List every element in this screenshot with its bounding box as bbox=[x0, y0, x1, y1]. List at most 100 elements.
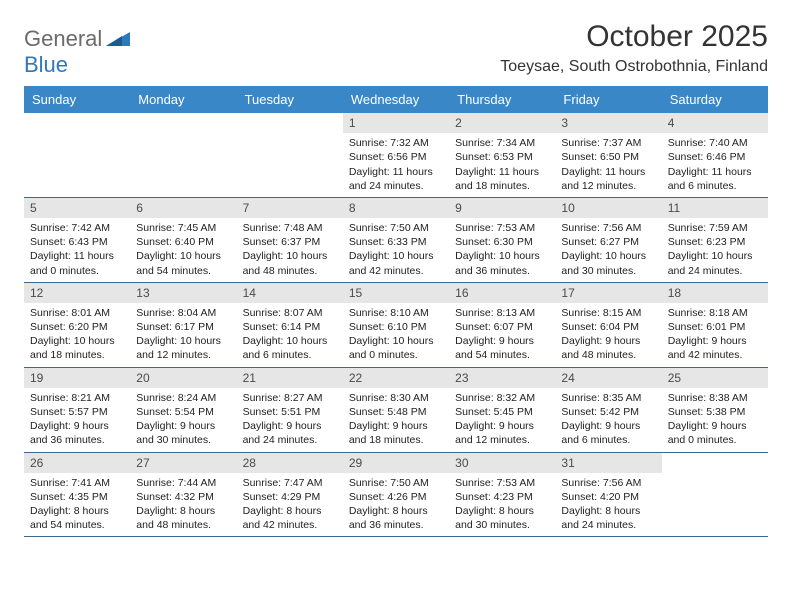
sunrise-text: Sunrise: 8:13 AM bbox=[455, 306, 549, 320]
sunset-text: Sunset: 6:01 PM bbox=[668, 320, 762, 334]
daylight-text: Daylight: 11 hours and 12 minutes. bbox=[561, 165, 655, 193]
day-details: Sunrise: 7:56 AMSunset: 6:27 PMDaylight:… bbox=[555, 218, 661, 282]
day-details: Sunrise: 7:56 AMSunset: 4:20 PMDaylight:… bbox=[555, 473, 661, 537]
sunset-text: Sunset: 5:48 PM bbox=[349, 405, 443, 419]
date-number bbox=[237, 113, 343, 117]
day-cell bbox=[237, 113, 343, 197]
date-number: 17 bbox=[555, 283, 661, 303]
day-details: Sunrise: 8:15 AMSunset: 6:04 PMDaylight:… bbox=[555, 303, 661, 367]
day-cell: 30Sunrise: 7:53 AMSunset: 4:23 PMDayligh… bbox=[449, 453, 555, 537]
brand-part1: General bbox=[24, 26, 102, 52]
date-number: 3 bbox=[555, 113, 661, 133]
day-details: Sunrise: 8:27 AMSunset: 5:51 PMDaylight:… bbox=[237, 388, 343, 452]
day-header: Friday bbox=[555, 86, 661, 113]
day-details: Sunrise: 7:44 AMSunset: 4:32 PMDaylight:… bbox=[130, 473, 236, 537]
calendar: Sunday Monday Tuesday Wednesday Thursday… bbox=[24, 86, 768, 537]
sunset-text: Sunset: 4:26 PM bbox=[349, 490, 443, 504]
day-details: Sunrise: 7:48 AMSunset: 6:37 PMDaylight:… bbox=[237, 218, 343, 282]
sunrise-text: Sunrise: 7:50 AM bbox=[349, 476, 443, 490]
date-number: 18 bbox=[662, 283, 768, 303]
day-header: Wednesday bbox=[343, 86, 449, 113]
sunrise-text: Sunrise: 8:21 AM bbox=[30, 391, 124, 405]
week-row: 26Sunrise: 7:41 AMSunset: 4:35 PMDayligh… bbox=[24, 453, 768, 538]
day-details: Sunrise: 8:32 AMSunset: 5:45 PMDaylight:… bbox=[449, 388, 555, 452]
sunset-text: Sunset: 6:33 PM bbox=[349, 235, 443, 249]
date-number: 14 bbox=[237, 283, 343, 303]
sunrise-text: Sunrise: 7:59 AM bbox=[668, 221, 762, 235]
daylight-text: Daylight: 9 hours and 24 minutes. bbox=[243, 419, 337, 447]
day-header: Sunday bbox=[24, 86, 130, 113]
date-number: 16 bbox=[449, 283, 555, 303]
day-cell: 27Sunrise: 7:44 AMSunset: 4:32 PMDayligh… bbox=[130, 453, 236, 537]
day-details: Sunrise: 8:21 AMSunset: 5:57 PMDaylight:… bbox=[24, 388, 130, 452]
day-details: Sunrise: 8:01 AMSunset: 6:20 PMDaylight:… bbox=[24, 303, 130, 367]
weeks-container: 1Sunrise: 7:32 AMSunset: 6:56 PMDaylight… bbox=[24, 113, 768, 537]
daylight-text: Daylight: 10 hours and 6 minutes. bbox=[243, 334, 337, 362]
day-cell: 20Sunrise: 8:24 AMSunset: 5:54 PMDayligh… bbox=[130, 368, 236, 452]
sunrise-text: Sunrise: 8:38 AM bbox=[668, 391, 762, 405]
daylight-text: Daylight: 11 hours and 18 minutes. bbox=[455, 165, 549, 193]
day-cell bbox=[24, 113, 130, 197]
day-details: Sunrise: 7:53 AMSunset: 6:30 PMDaylight:… bbox=[449, 218, 555, 282]
sunrise-text: Sunrise: 7:56 AM bbox=[561, 221, 655, 235]
sunrise-text: Sunrise: 7:41 AM bbox=[30, 476, 124, 490]
daylight-text: Daylight: 10 hours and 48 minutes. bbox=[243, 249, 337, 277]
daylight-text: Daylight: 8 hours and 48 minutes. bbox=[136, 504, 230, 532]
brand-part2-wrap: Blue bbox=[24, 52, 68, 78]
day-details: Sunrise: 7:34 AMSunset: 6:53 PMDaylight:… bbox=[449, 133, 555, 197]
day-cell bbox=[662, 453, 768, 537]
brand-part2: Blue bbox=[24, 52, 68, 77]
sunset-text: Sunset: 4:20 PM bbox=[561, 490, 655, 504]
day-details: Sunrise: 8:30 AMSunset: 5:48 PMDaylight:… bbox=[343, 388, 449, 452]
date-number: 7 bbox=[237, 198, 343, 218]
day-details: Sunrise: 7:41 AMSunset: 4:35 PMDaylight:… bbox=[24, 473, 130, 537]
day-cell: 18Sunrise: 8:18 AMSunset: 6:01 PMDayligh… bbox=[662, 283, 768, 367]
date-number: 30 bbox=[449, 453, 555, 473]
day-details: Sunrise: 7:37 AMSunset: 6:50 PMDaylight:… bbox=[555, 133, 661, 197]
day-details: Sunrise: 7:42 AMSunset: 6:43 PMDaylight:… bbox=[24, 218, 130, 282]
daylight-text: Daylight: 10 hours and 24 minutes. bbox=[668, 249, 762, 277]
date-number: 28 bbox=[237, 453, 343, 473]
date-number: 21 bbox=[237, 368, 343, 388]
sunset-text: Sunset: 6:14 PM bbox=[243, 320, 337, 334]
sunrise-text: Sunrise: 8:27 AM bbox=[243, 391, 337, 405]
day-details: Sunrise: 8:10 AMSunset: 6:10 PMDaylight:… bbox=[343, 303, 449, 367]
sunset-text: Sunset: 6:50 PM bbox=[561, 150, 655, 164]
day-cell: 26Sunrise: 7:41 AMSunset: 4:35 PMDayligh… bbox=[24, 453, 130, 537]
day-cell: 9Sunrise: 7:53 AMSunset: 6:30 PMDaylight… bbox=[449, 198, 555, 282]
date-number: 2 bbox=[449, 113, 555, 133]
day-details: Sunrise: 8:35 AMSunset: 5:42 PMDaylight:… bbox=[555, 388, 661, 452]
sunrise-text: Sunrise: 7:40 AM bbox=[668, 136, 762, 150]
daylight-text: Daylight: 10 hours and 42 minutes. bbox=[349, 249, 443, 277]
daylight-text: Daylight: 10 hours and 18 minutes. bbox=[30, 334, 124, 362]
date-number: 12 bbox=[24, 283, 130, 303]
date-number: 8 bbox=[343, 198, 449, 218]
day-cell: 21Sunrise: 8:27 AMSunset: 5:51 PMDayligh… bbox=[237, 368, 343, 452]
sunrise-text: Sunrise: 7:47 AM bbox=[243, 476, 337, 490]
week-row: 19Sunrise: 8:21 AMSunset: 5:57 PMDayligh… bbox=[24, 368, 768, 453]
sunrise-text: Sunrise: 8:07 AM bbox=[243, 306, 337, 320]
day-details: Sunrise: 8:07 AMSunset: 6:14 PMDaylight:… bbox=[237, 303, 343, 367]
day-details: Sunrise: 7:53 AMSunset: 4:23 PMDaylight:… bbox=[449, 473, 555, 537]
day-cell: 29Sunrise: 7:50 AMSunset: 4:26 PMDayligh… bbox=[343, 453, 449, 537]
daylight-text: Daylight: 9 hours and 36 minutes. bbox=[30, 419, 124, 447]
date-number: 5 bbox=[24, 198, 130, 218]
daylight-text: Daylight: 8 hours and 54 minutes. bbox=[30, 504, 124, 532]
daylight-text: Daylight: 9 hours and 54 minutes. bbox=[455, 334, 549, 362]
date-number: 27 bbox=[130, 453, 236, 473]
date-number: 25 bbox=[662, 368, 768, 388]
daylight-text: Daylight: 10 hours and 12 minutes. bbox=[136, 334, 230, 362]
daylight-text: Daylight: 8 hours and 42 minutes. bbox=[243, 504, 337, 532]
sunrise-text: Sunrise: 8:01 AM bbox=[30, 306, 124, 320]
date-number: 9 bbox=[449, 198, 555, 218]
daylight-text: Daylight: 10 hours and 30 minutes. bbox=[561, 249, 655, 277]
day-details: Sunrise: 8:18 AMSunset: 6:01 PMDaylight:… bbox=[662, 303, 768, 367]
sunrise-text: Sunrise: 7:37 AM bbox=[561, 136, 655, 150]
sunrise-text: Sunrise: 8:30 AM bbox=[349, 391, 443, 405]
date-number bbox=[662, 453, 768, 457]
daylight-text: Daylight: 11 hours and 0 minutes. bbox=[30, 249, 124, 277]
day-cell: 7Sunrise: 7:48 AMSunset: 6:37 PMDaylight… bbox=[237, 198, 343, 282]
day-cell: 8Sunrise: 7:50 AMSunset: 6:33 PMDaylight… bbox=[343, 198, 449, 282]
date-number: 13 bbox=[130, 283, 236, 303]
day-details: Sunrise: 7:59 AMSunset: 6:23 PMDaylight:… bbox=[662, 218, 768, 282]
